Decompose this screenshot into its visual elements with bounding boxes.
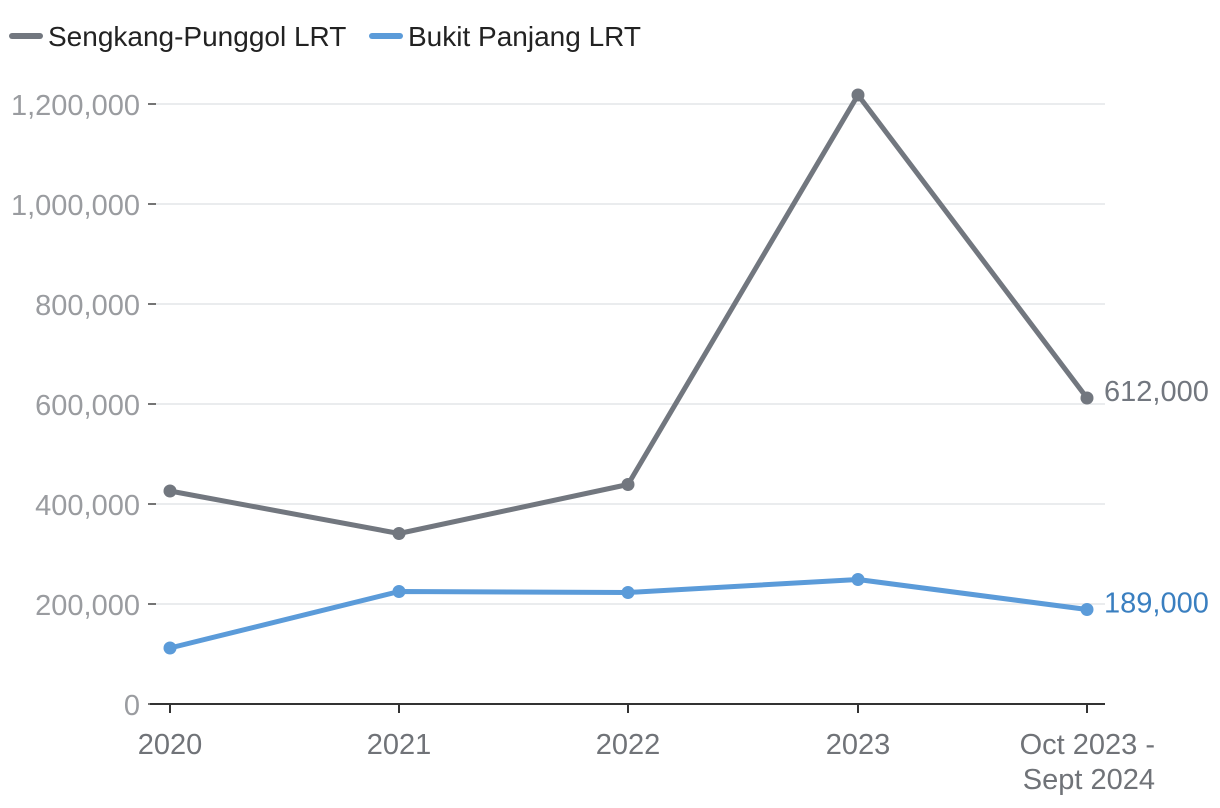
legend-label: Bukit Panjang LRT (408, 21, 641, 52)
end-value-label: 189,000 (1104, 588, 1209, 620)
y-tick-label: 1,200,000 (11, 90, 140, 122)
series-bukit-panjang-lrt (163, 573, 1094, 655)
gridlines (150, 103, 1105, 605)
data-point (163, 641, 177, 655)
x-tick-label: 2022 (596, 729, 661, 761)
y-tick-label: 400,000 (35, 490, 140, 522)
end-value-label: 612,000 (1104, 376, 1209, 408)
legend-label: Sengkang-Punggol LRT (48, 21, 346, 52)
data-point (851, 573, 865, 586)
series-sengkang-punggol-lrt (163, 88, 1094, 540)
data-point (1080, 603, 1094, 616)
y-axis: 0 200,000 400,000 600,000 800,000 1,000,000 1,… (11, 90, 156, 722)
y-tick-label: 200,000 (35, 590, 140, 622)
data-point (392, 527, 406, 540)
data-point (621, 586, 635, 599)
data-point (1080, 391, 1094, 405)
y-tick-label: 600,000 (35, 390, 140, 422)
x-tick-label: 2021 (367, 729, 432, 761)
y-tick-label: 800,000 (35, 290, 140, 322)
x-tick-label: 2020 (138, 729, 203, 761)
x-tick-label: Oct 2023 -Sept 2024 (1020, 729, 1155, 796)
series-group (163, 88, 1094, 655)
x-tick-label: 2023 (826, 729, 891, 761)
y-tick-label: 0 (124, 690, 140, 722)
series-line (167, 92, 1090, 536)
data-point (851, 88, 865, 102)
x-axis: 2020 2021 2022 2023 Oct 2023 -Sept 2024 (138, 703, 1155, 796)
y-tick-label: 1,000,000 (11, 190, 140, 222)
end-labels: 612,000 189,000 (1104, 376, 1209, 620)
legend: Sengkang-Punggol LRT Bukit Panjang LRT (9, 21, 641, 52)
data-point (163, 484, 177, 498)
data-point (621, 478, 635, 491)
data-point (392, 585, 406, 598)
